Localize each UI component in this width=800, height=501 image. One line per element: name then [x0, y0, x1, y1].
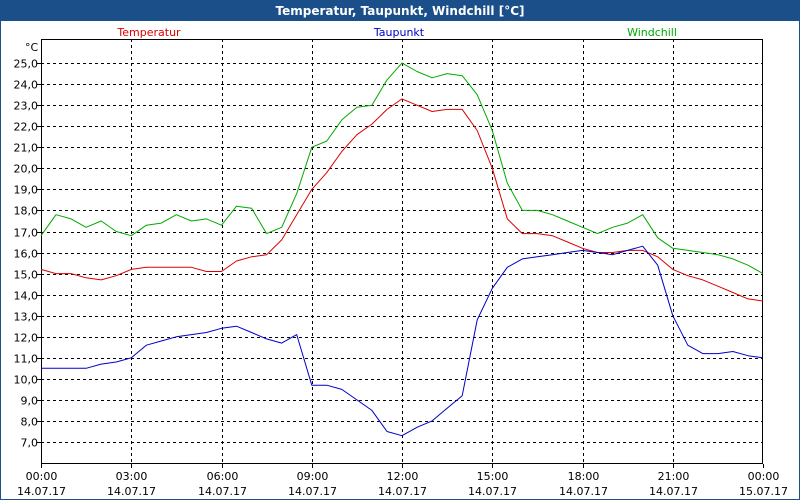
x-tick-time: 00:00: [26, 470, 58, 483]
y-tick-label: 23,0: [14, 100, 39, 113]
y-tick-label: 20,0: [14, 163, 39, 176]
x-tick-time: 21:00: [658, 470, 690, 483]
x-tick-date: 14.07.17: [559, 485, 608, 498]
y-tick-label: 12,0: [14, 332, 39, 345]
x-tick-date: 14.07.17: [468, 485, 517, 498]
y-tick-label: 11,0: [14, 353, 39, 366]
x-tick-date: 14.07.17: [378, 485, 427, 498]
y-tick-label: 7,0: [21, 437, 39, 450]
y-tick-label: 21,0: [14, 142, 39, 155]
y-tick-label: 25,0: [14, 58, 39, 71]
x-tick-time: 06:00: [207, 470, 239, 483]
x-tick-time: 03:00: [116, 470, 148, 483]
y-tick-label: 24,0: [14, 79, 39, 92]
y-tick-label: 10,0: [14, 374, 39, 387]
x-tick-date: 14.07.17: [288, 485, 337, 498]
x-tick-time: 09:00: [297, 470, 329, 483]
y-tick-label: 19,0: [14, 184, 39, 197]
series-line-taupunkt: [41, 245, 764, 437]
x-tick-time: 12:00: [387, 470, 419, 483]
x-tick-time: 00:00: [748, 470, 780, 483]
y-tick-label: 15,0: [14, 269, 39, 282]
plot-frame: [41, 39, 763, 464]
x-tick-date: 14.07.17: [107, 485, 156, 498]
grid: [41, 39, 763, 464]
legend-taupunkt: Taupunkt: [373, 26, 425, 39]
axes: 7,0 8,0 9,0 10,0 11,0 12,0 13,0 14,0 15,0 16,0 17,…: [14, 39, 788, 498]
y-tick-label: 9,0: [21, 395, 39, 408]
series-line-temperatur: [40, 98, 764, 302]
legend: Temperatur Taupunkt Windchill: [116, 26, 677, 39]
legend-windchill: Windchill: [627, 26, 677, 39]
y-tick-label: 16,0: [14, 248, 39, 261]
x-tick-date: 14.07.17: [198, 485, 247, 498]
x-tick-date: 14.07.17: [649, 485, 698, 498]
series: [40, 62, 764, 437]
x-tick-date: 15.07.17: [739, 485, 788, 498]
y-tick-label: 17,0: [14, 227, 39, 240]
legend-temperatur: Temperatur: [116, 26, 181, 39]
y-tick-label: 8,0: [21, 416, 39, 429]
y-tick-label: 22,0: [14, 121, 39, 134]
y-tick-label: 14,0: [14, 290, 39, 303]
x-tick-time: 18:00: [568, 470, 600, 483]
y-tick-label: 13,0: [14, 311, 39, 324]
chart-title: Temperatur, Taupunkt, Windchill [°C]: [1, 1, 799, 21]
y-tick-label: 18,0: [14, 205, 39, 218]
series-line-windchill: [40, 62, 764, 275]
y-axis-unit: °C: [25, 41, 39, 54]
x-tick-date: 14.07.17: [17, 485, 66, 498]
x-tick-time: 15:00: [477, 470, 509, 483]
